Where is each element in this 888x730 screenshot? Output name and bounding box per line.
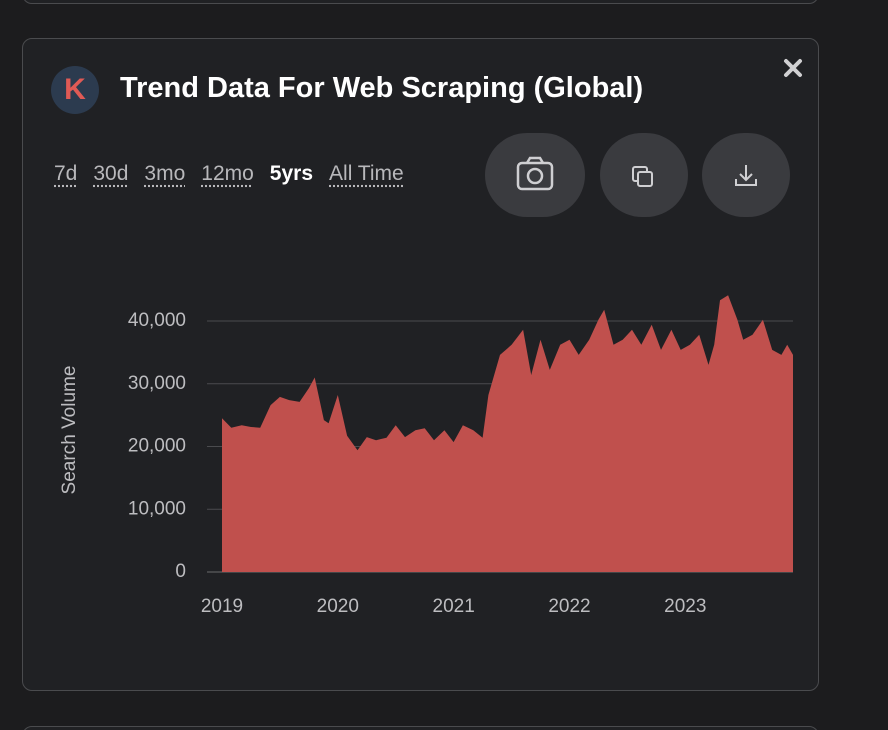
y-tick-label: 30,000 <box>128 373 186 394</box>
x-tick-label: 2021 <box>433 596 475 617</box>
range-option[interactable]: All Time <box>329 162 404 185</box>
range-selector: 7d 30d 3mo 12mo 5yrs All Time <box>54 162 404 186</box>
range-option[interactable]: 5yrs <box>269 162 314 185</box>
range-option[interactable]: 7d <box>54 162 78 185</box>
download-button[interactable] <box>702 133 790 217</box>
panel-title: Trend Data For Web Scraping (Global) <box>120 72 644 104</box>
logo: K <box>51 66 99 114</box>
x-tick-label: 2019 <box>201 596 243 617</box>
screenshot-button[interactable] <box>485 133 585 217</box>
x-tick-label: 2023 <box>664 596 706 617</box>
copy-button[interactable] <box>600 133 688 217</box>
x-tick-label: 2020 <box>317 596 359 617</box>
y-tick-label: 0 <box>175 561 186 582</box>
range-option[interactable]: 3mo <box>144 162 186 185</box>
y-axis-label: Search Volume <box>59 366 80 495</box>
range-option[interactable]: 12mo <box>201 162 254 185</box>
y-tick-label: 10,000 <box>128 498 186 519</box>
area <box>222 295 793 572</box>
close-button[interactable] <box>782 57 804 79</box>
range-option[interactable]: 30d <box>93 162 129 185</box>
y-tick-label: 40,000 <box>128 310 186 331</box>
x-tick-label: 2022 <box>548 596 590 617</box>
y-tick-label: 20,000 <box>128 436 186 457</box>
